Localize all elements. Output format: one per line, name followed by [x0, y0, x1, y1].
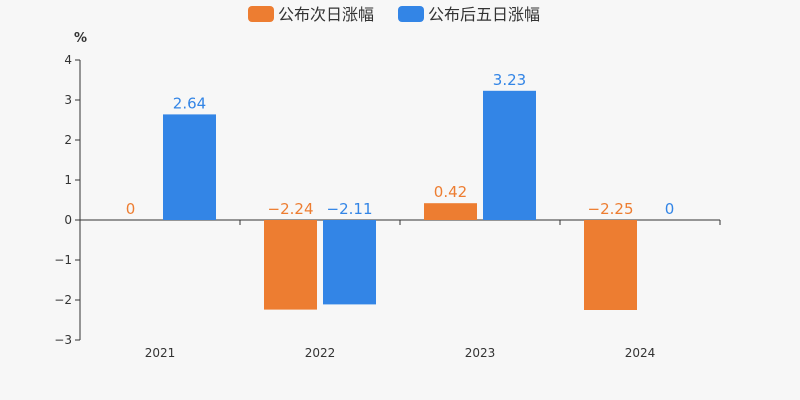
y-tick-label: 4: [64, 53, 72, 67]
data-label: 0.42: [434, 183, 467, 201]
y-tick-label: 2: [64, 133, 72, 147]
y-axis-unit-label: %: [74, 31, 87, 46]
bar[interactable]: [584, 220, 637, 310]
data-label: 2.64: [173, 94, 206, 112]
legend: 公布次日涨幅 公布后五日涨幅: [248, 5, 540, 24]
data-label: 0: [126, 200, 136, 218]
data-label: −2.11: [327, 200, 373, 218]
y-tick-label: 3: [64, 93, 72, 107]
x-tick-label: 2021: [145, 346, 176, 360]
legend-label[interactable]: 公布后五日涨幅: [428, 5, 540, 24]
bar[interactable]: [323, 220, 376, 305]
data-label: 0: [665, 200, 675, 218]
y-tick-label: −2: [54, 293, 72, 307]
data-label: −2.24: [268, 200, 314, 218]
bar[interactable]: [483, 90, 536, 220]
x-tick-label: 2023: [465, 346, 496, 360]
y-tick-label: 1: [64, 173, 72, 187]
y-tick-label: 0: [64, 213, 72, 227]
bar[interactable]: [264, 220, 317, 310]
x-tick-label: 2024: [625, 346, 656, 360]
y-tick-label: −1: [54, 253, 72, 267]
bars: [163, 90, 637, 310]
legend-label[interactable]: 公布次日涨幅: [278, 5, 374, 24]
data-label: 3.23: [493, 71, 526, 89]
bar[interactable]: [163, 114, 216, 220]
x-tick-label: 2022: [305, 346, 336, 360]
bar[interactable]: [424, 203, 477, 220]
data-labels: 0 2.64 −2.24 −2.11 0.42 3.23 −2.25 0: [126, 71, 675, 218]
data-label: −2.25: [588, 200, 634, 218]
legend-swatch[interactable]: [248, 6, 274, 22]
y-tick-label: −3: [54, 333, 72, 347]
legend-swatch[interactable]: [398, 6, 424, 22]
